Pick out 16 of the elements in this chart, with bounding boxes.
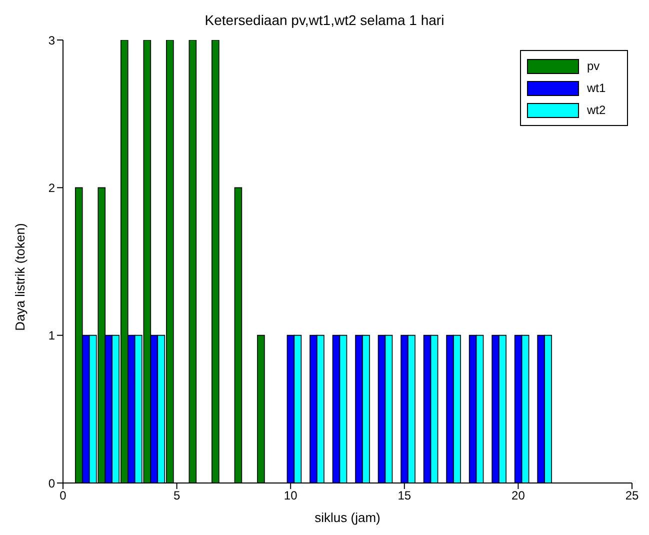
y-axis-title: Daya listrik (token) [12,222,28,330]
y-tick-label: 1 [48,328,56,343]
legend-label: wt2 [587,103,607,117]
x-tick-label: 0 [60,488,67,503]
x-axis-title: siklus (jam) [314,510,382,525]
y-tick-label: 2 [48,180,56,195]
y-tick-label: 0 [48,476,56,490]
x-tick-label: 20 [512,488,526,503]
legend-label: wt1 [587,81,607,95]
x-tick-label: 25 [625,488,639,503]
chart-title: Ketersediaan pv,wt1,wt2 selama 1 hari [204,12,446,28]
x-tick-label: 10 [284,488,298,503]
legend-label: pv [587,59,601,73]
x-tick-label: 5 [173,488,180,503]
y-tick-label: 3 [48,33,56,48]
x-tick-label: 15 [398,488,412,503]
